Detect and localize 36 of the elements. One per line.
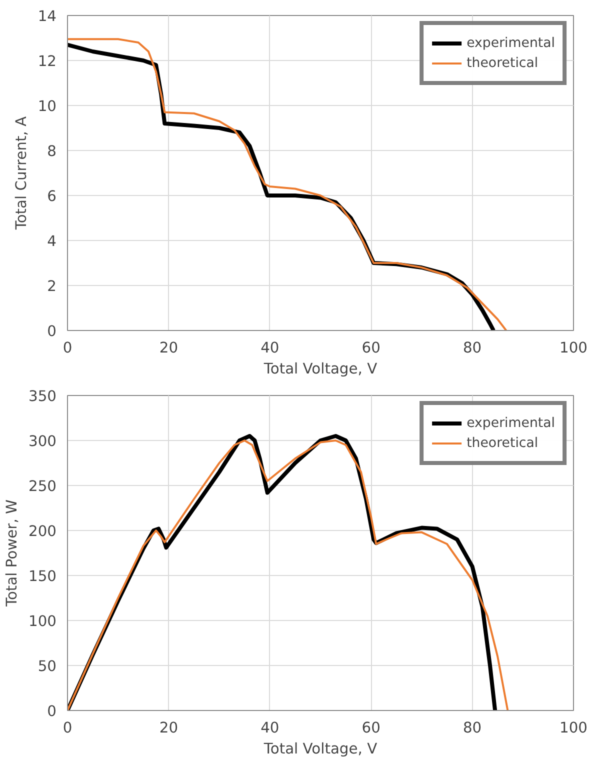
y-tick-label: 2 [47,278,57,295]
y-tick-label: 0 [47,323,57,340]
x-tick-label: 100 [560,340,588,356]
x-tick-label: 40 [260,340,280,356]
legend-label: experimental [466,36,555,50]
x-tick-label: 80 [462,340,482,356]
x-tick-label: 0 [62,340,72,356]
x-tick-label: 20 [159,340,178,356]
x-tick-label: 60 [362,340,380,356]
y-axis-title: Total Current, A [12,116,30,231]
legend-label: experimental [466,416,555,430]
y-tick-label: 300 [28,433,57,450]
x-tick-label: 100 [560,720,588,736]
y-tick-label: 10 [38,98,57,115]
y-tick-label: 4 [47,233,57,250]
x-tick-label: 80 [462,720,482,736]
y-tick-label: 100 [28,613,57,630]
x-axis-title: Total Voltage, V [262,360,378,378]
y-tick-label: 250 [28,478,57,495]
y-axis-title: Total Power, W [4,498,21,608]
y-tick-label: 12 [38,53,57,70]
y-tick-label: 6 [47,188,57,205]
y-tick-label: 50 [38,658,57,675]
x-tick-label: 20 [159,720,178,736]
y-tick-label: 14 [38,8,57,25]
legend-label: theoretical [466,56,538,70]
x-tick-label: 0 [62,720,72,736]
y-tick-label: 200 [28,523,57,540]
y-tick-label: 350 [28,388,57,405]
y-tick-label: 0 [47,703,57,720]
legend-label: theoretical [466,436,538,450]
y-tick-label: 150 [28,568,57,585]
x-tick-label: 60 [362,720,380,736]
y-tick-label: 8 [47,143,57,160]
x-axis-title: Total Voltage, V [262,740,378,758]
x-tick-label: 40 [260,720,280,736]
